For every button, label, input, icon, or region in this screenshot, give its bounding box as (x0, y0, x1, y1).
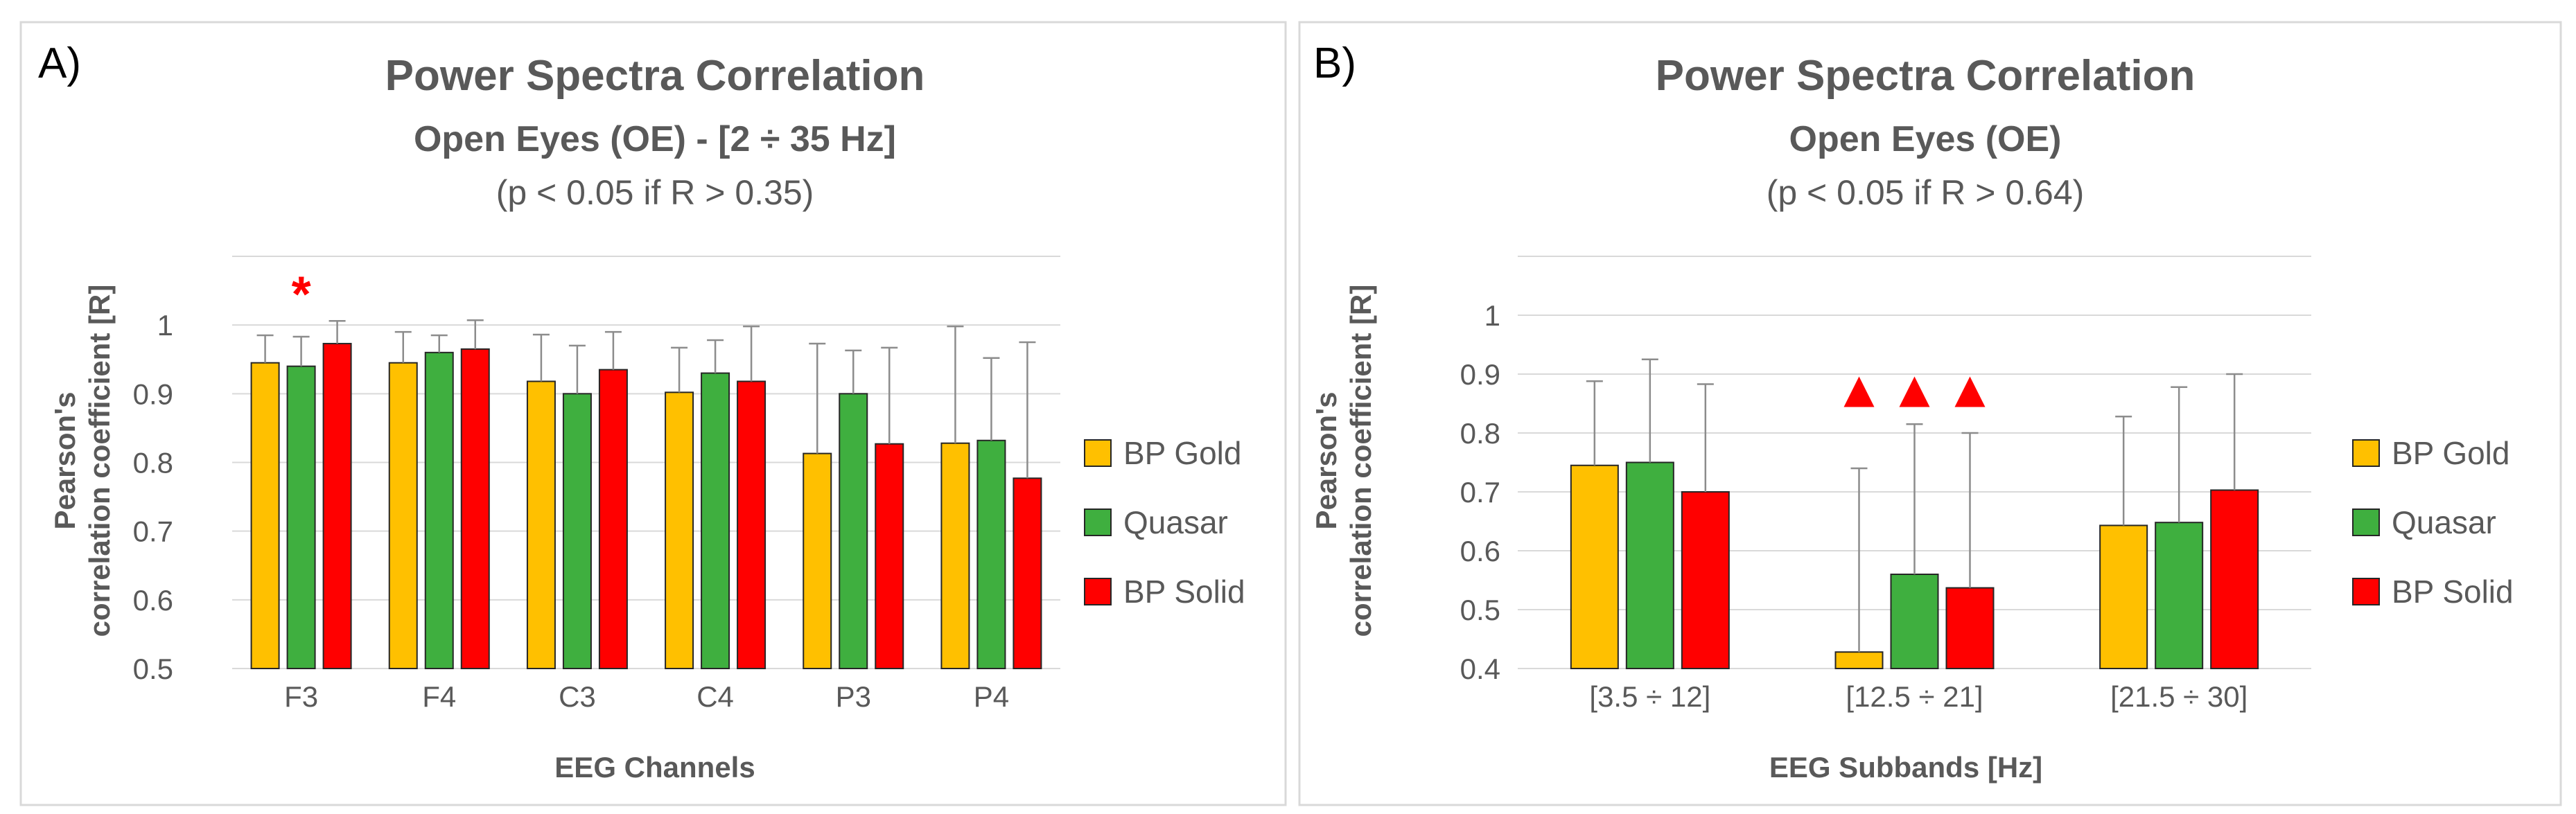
panel-b-legend: BP Gold Quasar BP Solid (2352, 435, 2514, 610)
bar (701, 372, 730, 669)
x-tick-label: C4 (696, 680, 734, 713)
bar (526, 380, 556, 669)
y-tick-label: 0.8 (133, 447, 173, 479)
panel-b-xlabel: EEG Subbands [Hz] (1769, 751, 2042, 784)
x-tick-label: P3 (836, 680, 871, 713)
bar (1834, 651, 1884, 670)
y-tick-label: 0.9 (133, 378, 173, 410)
x-tick-label: [21.5 ÷ 30] (2110, 680, 2248, 713)
significance-triangle (1954, 376, 1986, 407)
legend-swatch (2352, 578, 2380, 605)
y-tick-label: 0.8 (1460, 417, 1500, 450)
bar (839, 393, 868, 669)
legend-label: BP Gold (2392, 435, 2509, 471)
legend-label: Quasar (2392, 504, 2496, 540)
legend-swatch (2352, 439, 2380, 467)
bar (1890, 574, 1939, 669)
panel-b-border (1298, 21, 2562, 806)
legend-label: BP Solid (2392, 574, 2514, 610)
bar (562, 393, 592, 669)
panel-b-note: (p < 0.05 if R > 0.64) (1767, 173, 2085, 212)
y-tick-label: 0.7 (1460, 476, 1500, 508)
legend-label: Quasar (1123, 504, 1228, 540)
panel-a-border (19, 21, 1287, 806)
y-tick-label: 1 (1484, 299, 1500, 332)
bar (1625, 461, 1674, 669)
legend-label: BP Solid (1123, 574, 1245, 610)
legend-swatch (1084, 508, 1112, 536)
bar (737, 380, 766, 669)
panel-a-title: Power Spectra Correlation (385, 52, 925, 100)
bar (388, 362, 418, 669)
panel-a-note: (p < 0.05 if R > 0.35) (496, 173, 814, 212)
bar (598, 369, 628, 669)
bar (322, 342, 352, 669)
bar (286, 365, 316, 670)
panel-b-subtitle: Open Eyes (OE) (1789, 119, 2062, 159)
x-tick-label: F4 (422, 680, 456, 713)
y-tick-label: 0.6 (1460, 535, 1500, 567)
bar (976, 439, 1006, 669)
panel-b-label: B) (1313, 39, 1356, 87)
y-tick-label: 0.4 (1460, 653, 1500, 685)
x-tick-label: F3 (284, 680, 318, 713)
panel-a-legend: BP Gold Quasar BP Solid (1084, 435, 1245, 610)
panel-b-plot: 0.4 0.5 0.6 0.7 0.8 0.9 1 [3.5 ÷ 12] [12.5 ÷ 21]… (1460, 256, 2311, 713)
panel-a-subtitle: Open Eyes (OE) - [2 ÷ 35 Hz] (414, 119, 896, 159)
legend-label: BP Gold (1123, 435, 1241, 471)
bar (2210, 489, 2259, 669)
bar (875, 443, 904, 669)
bar (1013, 477, 1042, 670)
bar (1570, 464, 1619, 669)
panel-a-xlabel: EEG Channels (554, 751, 755, 784)
bar (940, 442, 970, 669)
bar (1945, 587, 1995, 669)
bar (2155, 522, 2204, 670)
panel-a-label: A) (38, 39, 81, 87)
panel-b-title: Power Spectra Correlation (1656, 52, 2196, 100)
bar (424, 351, 454, 669)
y-tick-label: 0.6 (133, 584, 173, 617)
panel-a-ylabel-line1: Pearson's (49, 391, 81, 529)
y-tick-label: 0.5 (1460, 594, 1500, 626)
significance-asterisk: * (292, 267, 311, 323)
bar (2099, 524, 2148, 670)
legend-swatch (1084, 578, 1112, 605)
y-tick-label: 0.7 (133, 515, 173, 548)
legend-swatch (2352, 508, 2380, 536)
panel-a-ylabel-line2: correlation coefficient [R] (83, 285, 116, 637)
bar (803, 452, 832, 669)
panel-a-plot: 0.5 0.6 0.7 0.8 0.9 1 F3 F4 C3 C4 P3 P4 * (133, 256, 1060, 713)
y-tick-label: 1 (157, 309, 173, 342)
x-tick-label: [12.5 ÷ 21] (1846, 680, 1983, 713)
significance-triangle (1843, 376, 1875, 407)
bar (1681, 491, 1730, 669)
panel-b-ylabel-line1: Pearson's (1310, 391, 1342, 529)
panel-b-ylabel-line2: correlation coefficient [R] (1344, 285, 1377, 637)
bar (460, 348, 490, 669)
bar (250, 362, 280, 669)
x-tick-label: C3 (559, 680, 596, 713)
y-tick-label: 0.5 (133, 653, 173, 685)
y-tick-label: 0.9 (1460, 358, 1500, 391)
legend-swatch (1084, 439, 1112, 467)
bar (665, 391, 694, 669)
x-tick-label: [3.5 ÷ 12] (1589, 680, 1710, 713)
significance-triangle (1899, 376, 1930, 407)
x-tick-label: P4 (974, 680, 1009, 713)
